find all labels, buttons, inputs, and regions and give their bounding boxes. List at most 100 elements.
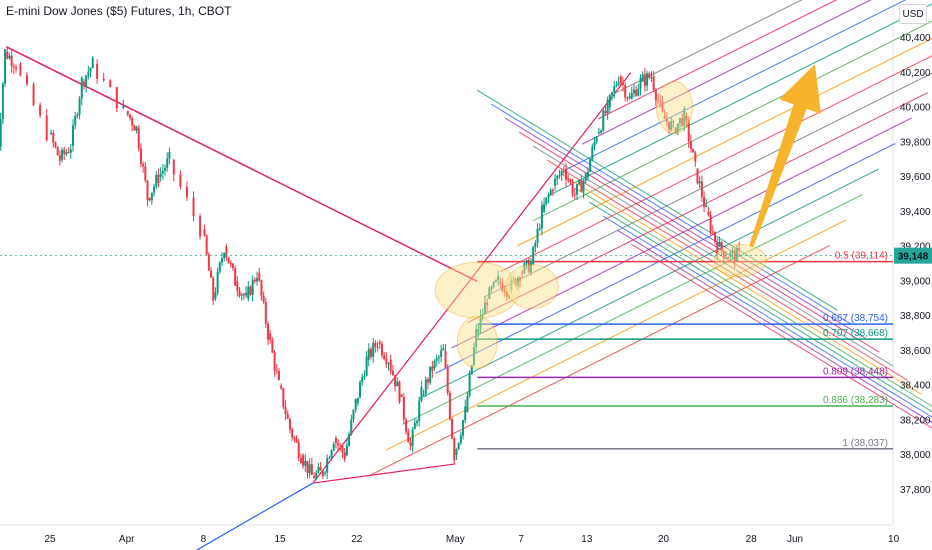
candle-body — [207, 254, 210, 271]
candle-body — [472, 347, 475, 366]
candle-body — [396, 381, 399, 387]
candle-body — [321, 470, 324, 477]
candle-body — [341, 445, 344, 453]
candle-body — [670, 121, 673, 131]
currency-button[interactable]: USD — [899, 4, 927, 24]
candle-body — [273, 352, 276, 371]
candle-body — [286, 414, 289, 419]
candle-body — [210, 270, 213, 278]
candle-body — [50, 132, 53, 134]
candle-body — [315, 472, 318, 479]
candle-body — [462, 420, 465, 436]
candle-body — [637, 88, 640, 96]
highlight-ellipse — [713, 244, 767, 278]
candle-body — [562, 170, 565, 172]
candle-body — [424, 379, 427, 395]
candle-body — [470, 365, 473, 375]
time-tick-label: 10 — [888, 534, 900, 545]
candle-body — [370, 348, 373, 357]
candle-body — [499, 281, 502, 284]
candle-body — [540, 205, 543, 229]
candle-body — [628, 96, 631, 99]
candle-body — [221, 258, 224, 263]
pitchfork-parallel — [581, 0, 872, 145]
pitchfork-parallel — [434, 143, 896, 374]
candle-body — [683, 108, 686, 126]
candle-body — [560, 170, 563, 176]
candle-body — [310, 464, 313, 475]
candle-body — [591, 146, 594, 160]
pitchfork-parallel — [614, 0, 803, 94]
candle-body — [288, 418, 291, 430]
candle-body — [164, 167, 167, 171]
candle-body — [137, 128, 140, 149]
pitchfork-parallel — [467, 92, 929, 323]
candle-body — [247, 286, 250, 299]
candle-body — [716, 241, 719, 255]
candle-body — [444, 350, 447, 368]
time-tick-label: 7 — [518, 534, 524, 545]
candle-body — [409, 442, 412, 446]
price-tick-label: 38,800 — [900, 311, 931, 322]
candle-body — [648, 73, 651, 78]
candle-body — [398, 381, 401, 402]
candle-body — [231, 263, 234, 269]
pitchfork-parallel — [500, 55, 932, 273]
candle-body — [343, 452, 346, 460]
candle-body — [400, 394, 403, 398]
pitchfork-parallel — [451, 117, 912, 349]
candle-body — [700, 181, 703, 197]
downtrend-line — [5, 46, 478, 283]
candle-body — [354, 399, 357, 410]
candle-body — [65, 152, 68, 155]
candle-body — [402, 397, 405, 420]
candle-body — [348, 434, 351, 446]
price-axis[interactable] — [893, 0, 932, 550]
candle-body — [696, 168, 699, 184]
pitchfork-cross-line — [603, 215, 932, 418]
candle-body — [267, 323, 270, 340]
candle-body — [10, 55, 13, 67]
candle-body — [378, 342, 381, 345]
candle-body — [575, 184, 578, 195]
candle-body — [626, 97, 629, 99]
candle-body — [91, 57, 94, 69]
candle-body — [63, 149, 66, 155]
candle-body — [374, 342, 377, 348]
candle-body — [282, 388, 285, 408]
candle-body — [0, 119, 2, 147]
candle-body — [727, 257, 730, 259]
candle-body — [494, 280, 497, 282]
time-tick-label: 13 — [581, 534, 593, 545]
candle-body — [363, 375, 366, 378]
candle-body — [451, 419, 454, 439]
candle-body — [128, 114, 131, 119]
candle-body — [308, 464, 311, 473]
candle-body — [505, 292, 508, 297]
pitchfork-cross-line — [631, 243, 932, 429]
candle-body — [337, 442, 340, 446]
candle-body — [256, 278, 259, 282]
candle-body — [503, 291, 506, 293]
time-tick-label: 28 — [746, 534, 758, 545]
time-tick-label: 15 — [275, 534, 287, 545]
highlight-ellipse — [456, 315, 498, 369]
pitchfork-handle — [195, 482, 314, 550]
candle-body — [538, 228, 541, 230]
candle-body — [646, 73, 649, 86]
candle-body — [405, 419, 408, 432]
candle-body — [8, 55, 11, 59]
candle-body — [275, 370, 278, 372]
last-price-label: 39,148 — [898, 252, 929, 263]
candle-body — [387, 363, 390, 365]
annotation-overlays — [0, 64, 893, 369]
price-tick-label: 38,600 — [900, 346, 931, 357]
candle-body — [6, 51, 9, 59]
candle-body — [536, 228, 539, 243]
candle-body — [729, 252, 732, 256]
candle-body — [510, 280, 513, 291]
candle-body — [527, 260, 530, 273]
time-tick-label: 8 — [201, 534, 207, 545]
candle-body — [1, 83, 4, 120]
